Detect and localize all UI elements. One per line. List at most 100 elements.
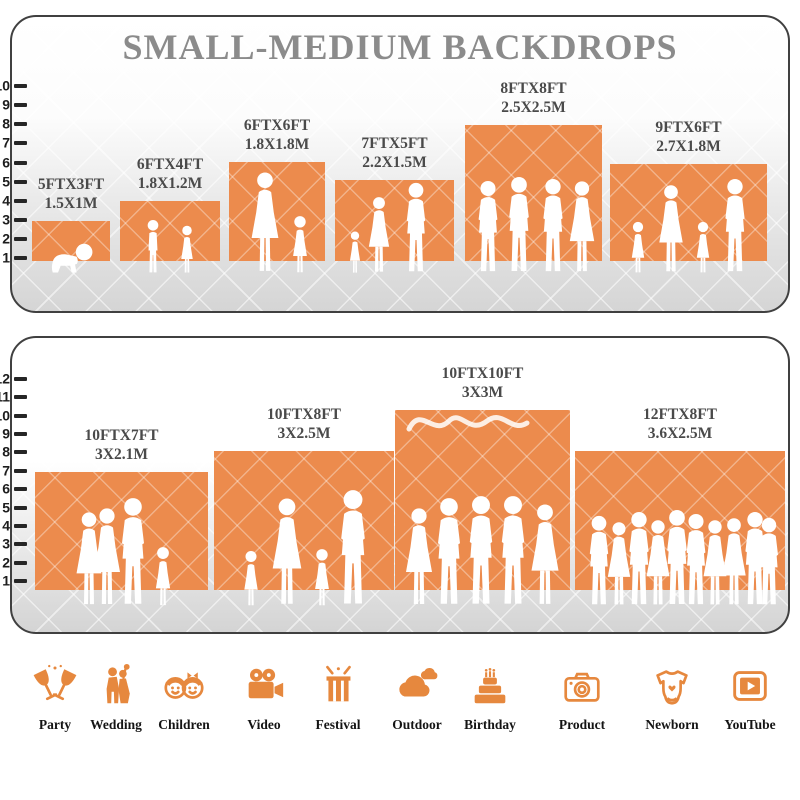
category-label: Wedding (90, 717, 142, 732)
ruler-tick-mark (14, 103, 27, 108)
backdrop-size-m: 3.6X2.5M (647, 424, 713, 442)
size-panel-large: 12345678910111210FTX7FT3X2.1M10FTX8FT3X2… (0, 336, 790, 634)
ruler-tick-mark (14, 179, 27, 184)
ruler-number: 4 (2, 192, 10, 209)
ruler-number: 7 (2, 462, 10, 479)
person-silhouette-woman (368, 197, 390, 272)
backdrop-size-label: 10FTX10FT 3X3M (393, 365, 573, 402)
ruler-number: 3 (2, 211, 10, 228)
ruler-number: 12 (0, 370, 10, 387)
category-label: Video (247, 717, 281, 732)
person-silhouette-man (686, 513, 706, 605)
video-icon (216, 662, 312, 715)
category-item-newborn: Newborn (624, 662, 720, 733)
backdrop-size-label: 8FTX8FT 2.5X2.5M (444, 80, 624, 117)
category-item-children: Children (136, 662, 232, 733)
ruler-number: 6 (2, 480, 10, 497)
size-panel-small-medium: 123456789105FTX3FT1.5X1M6FTX4FT1.8X1.2M6… (0, 15, 790, 313)
ruler-tick-mark (14, 542, 27, 547)
ruler-tick-mark (14, 217, 27, 222)
youtube-icon (702, 662, 798, 715)
person-silhouette-girl (181, 225, 193, 273)
ruler-number: 11 (0, 389, 10, 406)
ruler-tick-mark (14, 560, 27, 565)
ruler-number: 3 (2, 535, 10, 552)
person-silhouette-man (589, 515, 609, 605)
category-label: Festival (315, 717, 361, 732)
backdrop-size-m: 2.2X1.5M (362, 153, 427, 171)
ruler-number: 2 (2, 554, 10, 571)
person-silhouette-man (509, 176, 529, 272)
person-silhouette-girl (293, 216, 307, 273)
ruler-tick-mark (14, 523, 27, 528)
ruler-tick-mark (14, 256, 27, 260)
backdrop-size-ft: 6FTX6FT (243, 117, 311, 134)
category-item-video: Video (216, 662, 312, 733)
backdrop-size-m: 3X2.1M (95, 445, 148, 463)
backdrop-size-label: 5FTX3FT 1.5X1M (0, 176, 161, 213)
backdrop-rect (214, 451, 394, 590)
backdrop-size-label: 6FTX6FT 1.8X1.8M (187, 117, 367, 154)
person-silhouette-woman (659, 185, 683, 272)
backdrop-size-ft: 8FTX8FT (500, 80, 567, 97)
person-silhouette-woman (272, 498, 302, 604)
person-silhouette-man (501, 496, 525, 604)
people-silhouettes (76, 415, 778, 606)
ruler-tick-mark (14, 141, 27, 146)
ruler-tick-mark (14, 450, 27, 455)
person-silhouette-woman (607, 522, 631, 605)
category-label: Product (558, 717, 606, 732)
children-icon (136, 662, 232, 715)
backdrop-size-ft: 12FTX8FT (642, 406, 718, 423)
backdrop-size-label: 7FTX5FT 2.2X1.5M (305, 135, 485, 172)
category-item-outdoor: Outdoor (369, 662, 465, 733)
backdrop-size-ft: 10FTX7FT (84, 427, 159, 444)
category-item-birthday: Birthday (442, 662, 538, 733)
ruler-number: 5 (2, 173, 10, 190)
person-silhouette-man (760, 517, 778, 605)
ruler-tick-mark (14, 160, 27, 165)
backdrop-rect (35, 472, 208, 590)
ruler-tick-mark (14, 468, 27, 473)
category-label: YouTube (724, 717, 776, 732)
backdrop-size-label: 6FTX4FT 1.8X1.2M (80, 156, 260, 193)
category-item-product: Product (534, 662, 630, 733)
backdrop-size-ft: 10FTX10FT (441, 365, 524, 382)
ruler-number: 4 (2, 517, 10, 534)
person-silhouette-girl (349, 231, 361, 273)
backdrop-size-ft: 10FTX8FT (266, 406, 342, 423)
backdrop-size-m: 3X3M (461, 383, 504, 401)
backdrop-size-m: 1.8X1.2M (137, 174, 203, 192)
ruler-number: 8 (2, 444, 10, 461)
category-item-party: Party (7, 662, 103, 733)
person-silhouette-woman (531, 504, 559, 604)
backdrop-size-ft: 7FTX5FT (361, 135, 428, 152)
backdrop-size-label: 10FTX7FT 3X2.1M (32, 427, 212, 464)
category-label: Outdoor (392, 717, 442, 732)
ruler-tick-mark (14, 413, 27, 418)
person-silhouette-boy (147, 219, 159, 273)
person-silhouette-baby (51, 243, 93, 273)
person-silhouette-man (478, 180, 498, 272)
person-silhouette-woman (703, 520, 727, 605)
backdrop-rect (229, 162, 325, 261)
person-silhouette-man (438, 498, 460, 604)
ruler-tick-mark (14, 122, 27, 127)
person-silhouette-man (629, 511, 649, 605)
backdrop-size-ft: 5FTX3FT (37, 176, 105, 193)
category-item-festival: Festival (290, 662, 386, 733)
person-silhouette-man (406, 182, 426, 272)
person-silhouette-girl (696, 221, 710, 273)
ruler-number: 7 (2, 135, 10, 152)
person-silhouette-woman (646, 520, 670, 605)
category-label: Party (38, 717, 72, 732)
ruler-number: 2 (2, 230, 10, 247)
backdrop-size-label: 9FTX6FT 2.7X1.8M (599, 119, 779, 156)
product-icon (534, 662, 630, 715)
backdrop-size-label: 12FTX8FT 3.6X2.5M (590, 406, 770, 443)
person-silhouette-man (667, 509, 687, 605)
category-label: Newborn (645, 717, 699, 732)
person-silhouette-woman (406, 508, 432, 604)
backdrop-size-m: 1.5X1M (44, 194, 98, 212)
person-silhouette-woman (94, 508, 120, 604)
